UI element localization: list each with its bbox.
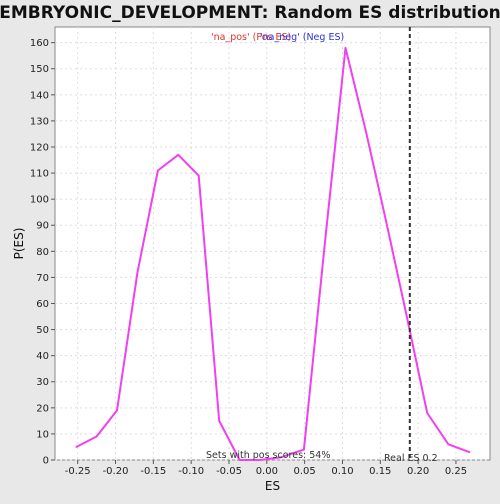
series-layer	[75, 46, 471, 461]
y-tick-label: 40	[36, 351, 49, 362]
y-tick-label: 0	[43, 456, 49, 467]
grid-lines	[55, 27, 490, 461]
y-tick-label: 80	[36, 247, 49, 258]
data-point	[426, 412, 429, 414]
y-tick-label: 60	[36, 299, 49, 310]
legend-item-neg: 'na_neg' (Neg ES)	[260, 32, 344, 43]
x-tick-label: 0.20	[407, 466, 429, 477]
chart-title: EMBRYONIC_DEVELOPMENT: Random ES distrib…	[0, 3, 500, 23]
data-point	[385, 221, 388, 224]
data-point	[303, 448, 305, 451]
data-point	[447, 443, 450, 446]
x-tick-label: 0.10	[331, 466, 353, 477]
y-tick-label: 70	[36, 273, 49, 284]
plot-area	[54, 26, 491, 461]
legend-item-pos: 'na_pos' (Pos ES)	[211, 32, 291, 43]
x-tick-label: -0.25	[65, 466, 91, 477]
axes: 0 10 20 30 40 50 60 70 80 90 100 110 120 130 140 150 160…	[30, 38, 467, 477]
x-axis-label: ES	[265, 479, 280, 493]
data-point	[279, 456, 282, 459]
data-point	[157, 169, 159, 172]
data-point	[136, 271, 139, 273]
data-point	[344, 47, 347, 49]
data-point	[365, 130, 367, 133]
data-point	[324, 240, 326, 242]
y-tick-label: 90	[36, 221, 49, 232]
data-point	[116, 409, 118, 412]
y-tick-label: 140	[30, 90, 49, 101]
x-tick-label: -0.20	[103, 466, 129, 477]
y-tick-label: 160	[30, 38, 49, 49]
y-tick-label: 10	[36, 429, 49, 440]
data-point	[75, 446, 77, 448]
x-tick-label: -0.10	[178, 466, 204, 477]
x-tick-label: 0.00	[256, 466, 278, 477]
data-point	[468, 451, 471, 453]
x-tick-label: -0.15	[140, 466, 166, 477]
y-tick-label: 100	[30, 195, 49, 206]
y-tick-label: 110	[30, 169, 49, 180]
y-tick-label: 150	[30, 64, 49, 75]
x-tick-label: 0.05	[294, 466, 316, 477]
y-axis-label: P(ES)	[12, 228, 26, 260]
x-tick-label: 0.25	[445, 466, 467, 477]
data-point	[197, 174, 200, 177]
y-tick-label: 20	[36, 403, 49, 414]
data-point	[95, 435, 98, 438]
data-point	[177, 154, 180, 156]
series-line	[75, 46, 470, 461]
data-point	[238, 459, 241, 461]
x-tick-label: 0.15	[369, 466, 391, 477]
y-tick-label: 50	[36, 325, 49, 336]
y-tick-label: 30	[36, 377, 49, 388]
data-point	[218, 420, 220, 422]
data-point	[259, 459, 261, 461]
data-point	[405, 315, 408, 318]
y-tick-label: 120	[30, 142, 49, 153]
real-es-label: Real ES 0.2	[384, 453, 438, 464]
pos-scores-annotation: Sets with pos scores: 54%	[206, 450, 330, 461]
y-tick-label: 130	[30, 116, 49, 127]
x-tick-label: -0.05	[216, 466, 242, 477]
